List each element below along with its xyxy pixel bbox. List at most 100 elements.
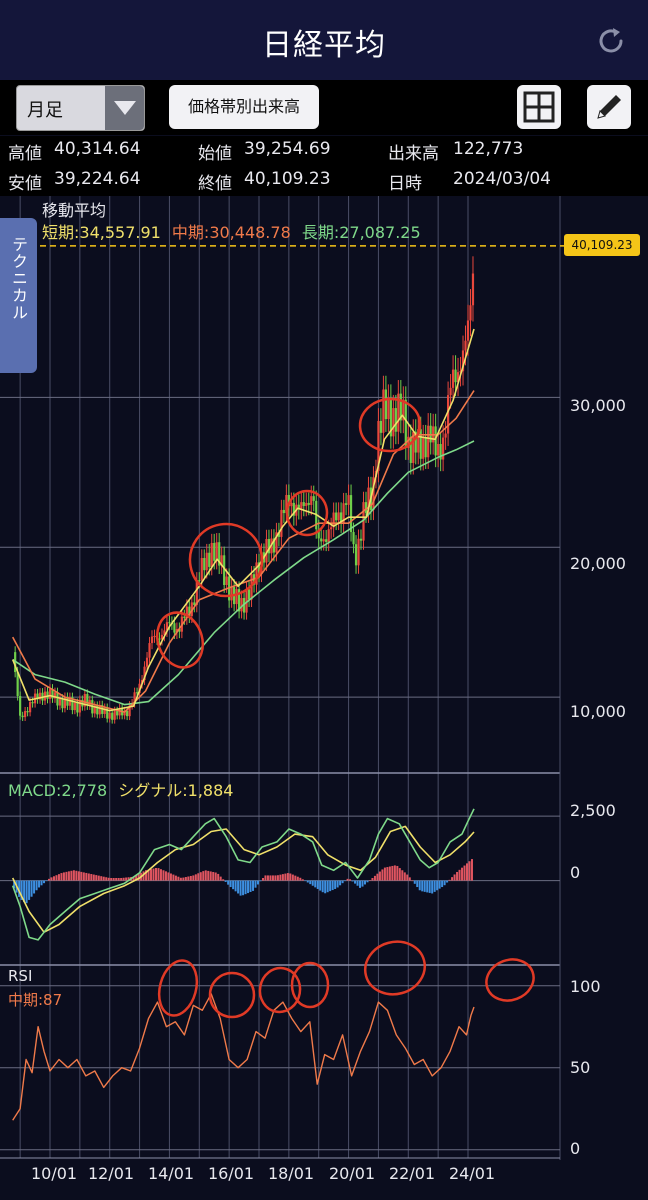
candle-body [135, 692, 139, 694]
candle-body [51, 688, 54, 699]
candle-body [218, 542, 221, 566]
rsi-y-tick-100: 100 [570, 977, 601, 996]
annotation-circle [188, 522, 264, 598]
rsi-title: RSI [8, 967, 33, 985]
draw-button[interactable] [587, 85, 631, 129]
macd-histogram-bar [446, 880, 449, 883]
macd-histogram-bar [209, 871, 212, 881]
x-tick-label: 22/01 [389, 1164, 436, 1183]
macd-histogram-bar [304, 880, 307, 882]
candle-body [193, 602, 196, 606]
candle-body [19, 696, 22, 716]
macd-histogram-bar [363, 880, 366, 885]
annotation-circle [155, 611, 205, 669]
macd-histogram-bar [436, 880, 439, 891]
macd-histogram-bar [125, 877, 128, 881]
macd-histogram-bar [100, 876, 103, 881]
macd-histogram-bar [147, 869, 150, 881]
macd-histogram-bar [244, 880, 247, 895]
macd-histogram-bar [398, 868, 401, 881]
macd-histogram-bar [349, 879, 352, 881]
technical-tab[interactable]: テクニカル [0, 218, 37, 373]
close-value: 40,109.23 [244, 169, 331, 189]
candle-body [175, 629, 178, 633]
candle-body [434, 426, 437, 456]
candle-body [53, 692, 57, 699]
candle-body [280, 509, 283, 537]
dropdown-button[interactable] [105, 86, 144, 130]
candle-body [168, 622, 171, 624]
candle-body [83, 694, 86, 707]
candle-body [150, 636, 154, 644]
high-label: 高値 [8, 144, 42, 164]
candle-body [185, 606, 188, 618]
macd-histogram-bar [413, 880, 416, 884]
macd-histogram-bar [319, 880, 322, 891]
rsi-y-tick-0: 0 [570, 1139, 581, 1158]
macd-histogram-bar [331, 880, 334, 891]
macd-histogram-bar [184, 877, 187, 881]
candle-body [178, 629, 181, 632]
macd-histogram-bar [344, 880, 347, 882]
macd-histogram-bar [249, 880, 252, 892]
candle-body [307, 502, 310, 505]
macd-histogram-bar [97, 875, 100, 881]
macd-histogram-bar [72, 870, 75, 881]
candle-body [111, 712, 114, 720]
date-value: 2024/03/04 [453, 169, 551, 189]
candle-body [312, 496, 315, 501]
period-select[interactable]: 月足 [16, 85, 145, 131]
macd-histogram-bar [408, 877, 411, 881]
macd-histogram-bar [217, 873, 220, 881]
candle-body [349, 495, 353, 533]
grid-layout-button[interactable] [517, 85, 561, 129]
annotation-circle [157, 959, 199, 1017]
macd-legend: MACD:2,778 シグナル:1,884 [8, 777, 233, 801]
macd-histogram-bar [306, 880, 309, 883]
candle-body [108, 712, 111, 719]
rsi-line [12, 993, 475, 1121]
open-value: 39,254.69 [244, 139, 331, 159]
macd-histogram-bar [354, 880, 357, 884]
candle-body [245, 589, 248, 613]
candle-body [379, 420, 383, 433]
macd-histogram-bar [269, 875, 272, 881]
technical-tab-label: テクニカル [9, 236, 28, 321]
candle-body [287, 494, 290, 507]
legend-short-ma: 短期:34,557.91 [42, 223, 161, 242]
macd-histogram-bar [135, 875, 138, 881]
candle-body [377, 420, 380, 471]
macd-histogram-bar [167, 872, 170, 881]
macd-histogram-bar [329, 880, 332, 892]
candle-body [382, 389, 385, 433]
candle-body [183, 616, 186, 618]
macd-histogram-bar [90, 874, 93, 881]
macd-histogram-bar [212, 871, 215, 881]
annotation-circle [208, 971, 256, 1019]
macd-histogram-bar [294, 875, 297, 881]
candle-body [277, 532, 281, 537]
macd-histogram-bar [284, 873, 287, 881]
macd-histogram-bar [232, 880, 235, 890]
macd-histogram-bar [341, 880, 344, 884]
candle-body [36, 693, 39, 700]
signal-value: シグナル:1,884 [118, 781, 234, 800]
volume-by-price-button[interactable]: 価格帯別出来高 [169, 85, 319, 129]
candle-body [444, 433, 447, 438]
macd-histogram-bar [150, 869, 153, 881]
macd-histogram-bar [373, 875, 376, 881]
macd-histogram-bar [43, 880, 46, 884]
macd-histogram-bar [164, 871, 167, 881]
macd-histogram-bar [192, 875, 195, 881]
macd-histogram-bar [112, 878, 115, 881]
macd-histogram-bar [368, 880, 371, 881]
macd-histogram-bar [386, 867, 389, 881]
macd-histogram-bar [95, 875, 98, 881]
refresh-icon[interactable] [594, 24, 628, 58]
annotation-circle [358, 397, 422, 453]
macd-histogram-bar [30, 880, 33, 897]
macd-histogram-bar [92, 874, 95, 881]
candle-body [389, 397, 392, 437]
candle-body [471, 273, 475, 306]
candle-body [367, 487, 370, 513]
